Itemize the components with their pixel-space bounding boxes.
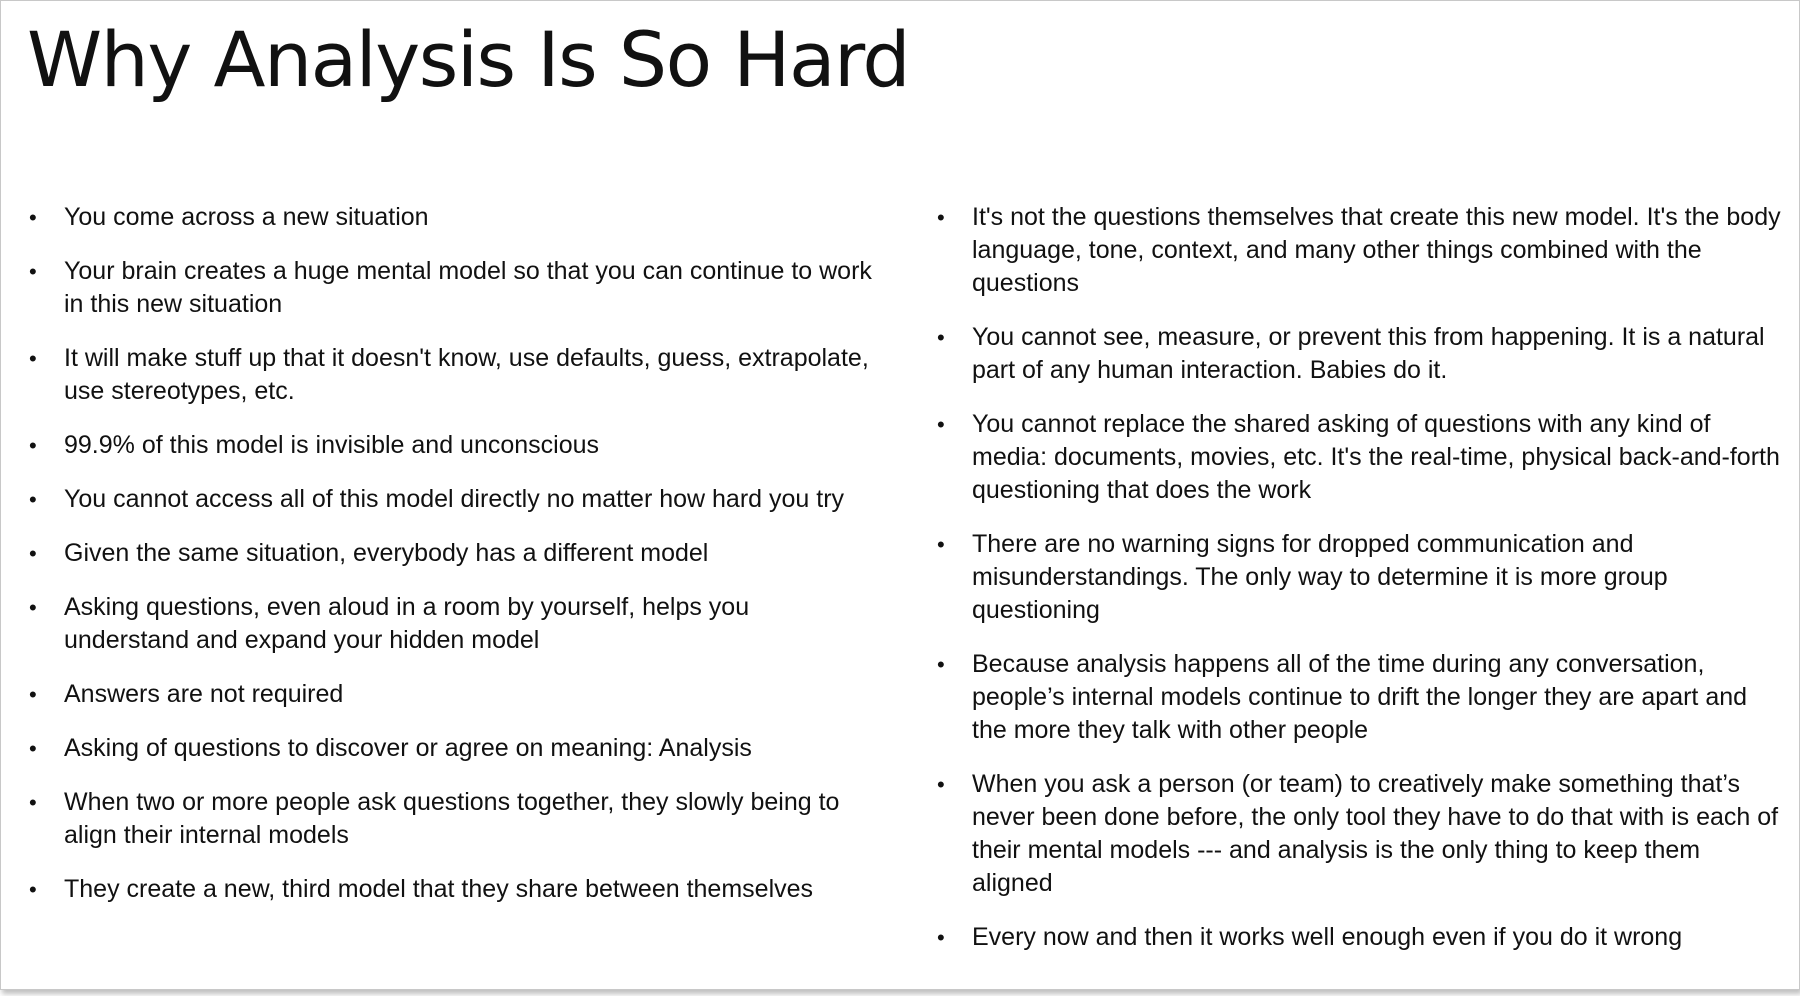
right-bullet-list: • It's not the questions themselves that … [933,201,1783,975]
list-item: • There are no warning signs for dropped … [933,528,1783,627]
list-item: • When two or more people ask questions t… [25,786,875,852]
list-item-text: Given the same situation, everybody has … [64,539,709,567]
bullet-icon: • [29,877,37,902]
list-item-text: When two or more people ask questions to… [64,788,840,849]
list-item-text: There are no warning signs for dropped c… [972,530,1668,624]
list-item-text: You cannot access all of this model dire… [64,485,845,513]
list-item-text: Asking questions, even aloud in a room b… [64,593,750,654]
list-item-text: Asking of questions to discover or agree… [64,734,752,762]
list-item-text: Answers are not required [64,680,344,708]
list-item-text: Every now and then it works well enough … [972,923,1683,951]
bullet-icon: • [29,346,37,371]
list-item: • Asking of questions to discover or agre… [25,732,875,765]
list-item: • Asking questions, even aloud in a room … [25,591,875,657]
list-item-text: When you ask a person (or team) to creat… [972,770,1779,897]
list-item-text: Because analysis happens all of the time… [972,650,1748,744]
bullet-icon: • [29,205,37,230]
bullet-icon: • [937,412,945,437]
list-item-text: 99.9% of this model is invisible and unc… [64,431,600,459]
list-item-text: It's not the questions themselves that c… [972,203,1781,297]
list-item: • It will make stuff up that it doesn't k… [25,342,875,408]
bullet-icon: • [29,433,37,458]
bullet-icon: • [937,652,945,677]
list-item-text: You cannot see, measure, or prevent this… [972,323,1765,384]
bullet-icon: • [29,682,37,707]
list-item: • They create a new, third model that the… [25,873,875,906]
list-item: • You come across a new situation [25,201,875,234]
list-item: • You cannot see, measure, or prevent thi… [933,321,1783,387]
list-item: • Given the same situation, everybody has… [25,537,875,570]
list-item: • You cannot access all of this model dir… [25,483,875,516]
list-item: • It's not the questions themselves that … [933,201,1783,300]
bullet-icon: • [29,541,37,566]
bullet-icon: • [937,772,945,797]
bullet-icon: • [937,532,945,557]
bullet-icon: • [937,205,945,230]
list-item: • Every now and then it works well enough… [933,921,1783,954]
list-item-text: Your brain creates a huge mental model s… [64,257,872,318]
bullet-icon: • [29,259,37,284]
list-item: • You cannot replace the shared asking of… [933,408,1783,507]
list-item: • Your brain creates a huge mental model … [25,255,875,321]
bullet-icon: • [29,790,37,815]
slide-title: Why Analysis Is So Hard [27,15,911,104]
list-item: • Answers are not required [25,678,875,711]
list-item: • When you ask a person (or team) to crea… [933,768,1783,900]
list-item-text: It will make stuff up that it doesn't kn… [64,344,869,405]
bullet-icon: • [29,736,37,761]
bullet-icon: • [937,925,945,950]
list-item: • Because analysis happens all of the tim… [933,648,1783,747]
bullet-icon: • [29,487,37,512]
list-item-text: You come across a new situation [64,203,429,231]
list-item-text: You cannot replace the shared asking of … [972,410,1780,504]
list-item-text: They create a new, third model that they… [64,875,814,903]
left-bullet-list: • You come across a new situation • Your b… [25,201,875,927]
bullet-icon: • [937,325,945,350]
bullet-icon: • [29,595,37,620]
list-item: • 99.9% of this model is invisible and un… [25,429,875,462]
